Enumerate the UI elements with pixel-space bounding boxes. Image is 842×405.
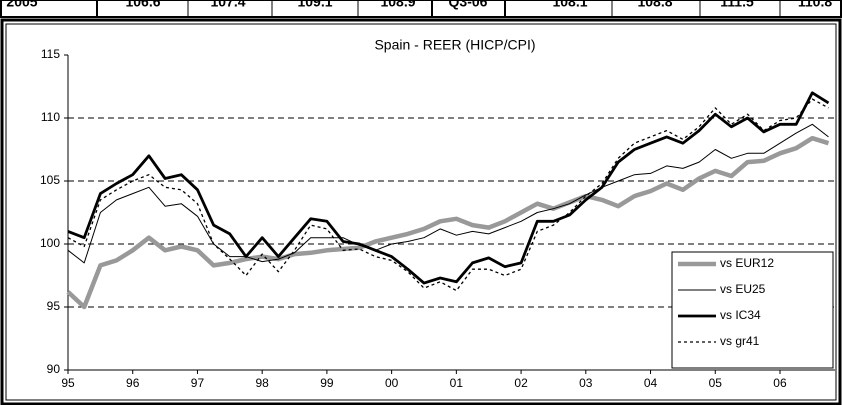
x-tick-label: 95 [61, 376, 75, 390]
table-cell: 108.1 [552, 0, 587, 10]
x-tick-label: 04 [644, 376, 658, 390]
table-cell: 108.9 [380, 0, 415, 10]
series-line [67, 91, 830, 285]
x-tick-label: 97 [191, 376, 205, 390]
table-cell: 109.1 [297, 0, 332, 10]
x-tick-label: 06 [773, 376, 787, 390]
series-line [66, 135, 830, 310]
y-tick-label: 110 [41, 110, 60, 124]
x-tick-label: 00 [385, 376, 399, 390]
legend-label: vs EUR12 [720, 256, 774, 270]
x-tick-label: 05 [709, 376, 723, 390]
y-tick-label: 95 [47, 299, 61, 313]
chart-title: Spain - REER (HICP/CPI) [374, 37, 535, 53]
series-line [67, 123, 829, 264]
y-tick-label: 100 [40, 236, 60, 250]
table-cell: 111.5 [720, 0, 754, 10]
table-cell: 110.8 [798, 0, 832, 10]
x-tick-label: 99 [320, 376, 334, 390]
y-tick-label: 105 [40, 173, 60, 187]
table-cell: 106.6 [125, 0, 160, 10]
x-tick-label: 03 [579, 376, 593, 390]
chart-frame [0, 18, 842, 405]
legend-label: vs gr41 [720, 334, 760, 348]
table-cell: 2005 [6, 0, 37, 10]
y-tick-label: 90 [47, 362, 61, 376]
legend-label: vs EU25 [720, 282, 766, 296]
table-cell: 108.8 [637, 0, 672, 10]
x-tick-label: 96 [126, 376, 140, 390]
legend-label: vs IC34 [720, 308, 761, 322]
chart-inner-frame [5, 23, 837, 401]
table-cell: 107.4 [210, 0, 245, 10]
x-tick-label: 01 [450, 376, 464, 390]
series-line [67, 98, 829, 292]
x-tick-label: 02 [514, 376, 528, 390]
table-row-frame [0, 0, 842, 18]
legend-box [671, 251, 834, 369]
y-tick-label: 115 [41, 47, 60, 61]
x-tick-label: 98 [255, 376, 269, 390]
table-cell: Q3-06 [449, 0, 488, 10]
